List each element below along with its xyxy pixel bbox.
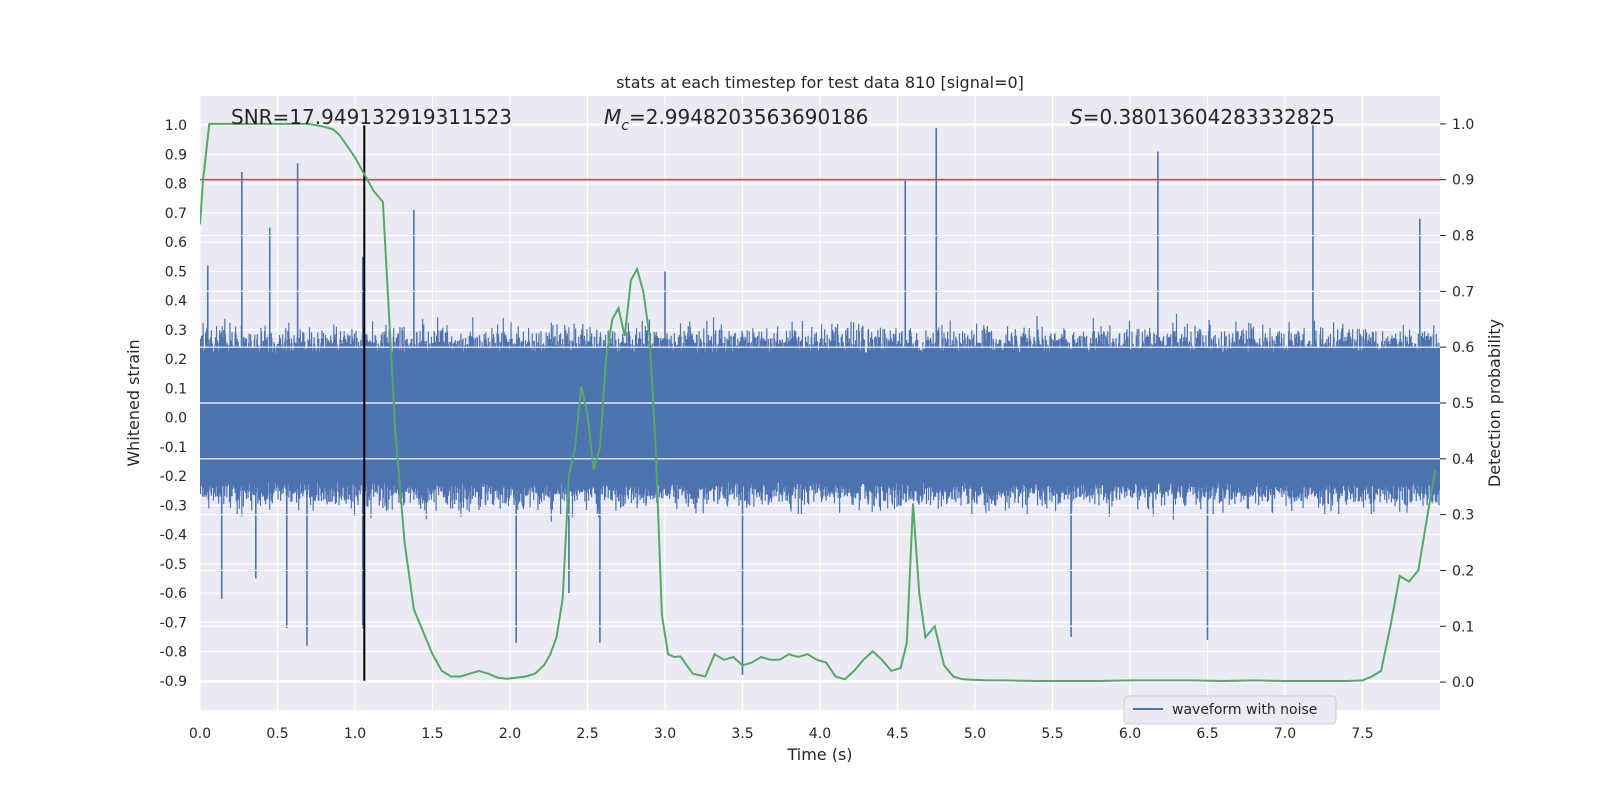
x-tick-label: 3.5 (731, 726, 753, 742)
y2-tick-label: 0.4 (1452, 452, 1474, 468)
y2-gridlines-overlay (200, 123, 1440, 683)
x-tick-label: 0.5 (266, 726, 288, 742)
x-tick-label: 2.0 (499, 726, 521, 742)
y2-tick-label: 0.0 (1452, 675, 1474, 691)
chart-title: stats at each timestep for test data 810… (616, 73, 1024, 92)
waveform-series (200, 125, 1440, 675)
y-tick-label: 0.0 (165, 411, 187, 427)
x-tick-label: 4.5 (886, 726, 908, 742)
snr-annotation: SNR=17.949132919311523 (231, 105, 512, 129)
x-tick-label: 7.0 (1274, 726, 1296, 742)
y2-tick-label: 0.5 (1452, 396, 1474, 412)
y-tick-label: 0.8 (165, 177, 187, 193)
y-tick-label: -0.5 (160, 557, 187, 573)
x-tick-label: 5.5 (1041, 726, 1063, 742)
x-tick-label: 1.5 (421, 726, 443, 742)
y-tick-label: 0.6 (165, 235, 187, 251)
y2-tick-label: 1.0 (1452, 117, 1474, 133)
y-tick-label: -0.2 (160, 469, 187, 485)
y-tick-label: 0.5 (165, 264, 187, 280)
detection-probability-line (200, 122, 1437, 683)
y-tick-labels: 1.0 0.9 0.8 0.7 0.6 0.5 0.4 0.3 0.2 0.1 0.0 -0.1 -0.… (160, 118, 187, 690)
y2-tick-label: 0.2 (1452, 563, 1474, 579)
s-annotation-value: =0.38013604283332825 (1083, 105, 1335, 129)
y-tick-label: 0.2 (165, 352, 187, 368)
x-tick-label: 7.5 (1351, 726, 1373, 742)
x-tick-label: 4.0 (809, 726, 831, 742)
y-tick-label: -0.6 (160, 586, 187, 602)
y2-tick-label: 0.9 (1452, 173, 1474, 189)
waveform-noise-trace (200, 313, 1440, 522)
y-tick-label: -0.8 (160, 645, 187, 661)
y2-tick-label: 0.8 (1452, 229, 1474, 245)
x-axis-label: Time (s) (786, 745, 852, 764)
y2-axis-label: Detection probability (1485, 319, 1504, 487)
x-tick-label: 1.0 (344, 726, 366, 742)
y2-tick-label: 0.1 (1452, 619, 1474, 635)
mc-annotation: Mc=2.9948203563690186 (604, 105, 868, 134)
legend-label-waveform: waveform with noise (1172, 702, 1317, 718)
x-tick-label: 6.0 (1119, 726, 1141, 742)
y-tick-label: -0.4 (160, 528, 187, 544)
y-tick-label: 0.1 (165, 381, 187, 397)
overlay-lines (200, 122, 1440, 683)
x-tick-label: 0.0 (189, 726, 211, 742)
y-tick-label: -0.1 (160, 440, 187, 456)
legend-box (1123, 695, 1337, 725)
y-tick-label: 0.4 (165, 294, 187, 310)
y-tick-label: -0.9 (160, 674, 187, 690)
y-tick-label: 0.9 (165, 147, 187, 163)
y2-tick-label: 0.3 (1452, 508, 1474, 524)
y-tick-label: 1.0 (165, 118, 187, 134)
x-tick-label: 2.5 (576, 726, 598, 742)
x-tick-label: 5.0 (964, 726, 986, 742)
y-tick-label: 0.7 (165, 206, 187, 222)
y-tick-label: -0.7 (160, 615, 187, 631)
s-annotation: S=0.38013604283332825 (1070, 105, 1335, 129)
mc-annotation-value: =2.9948203563690186 (629, 105, 868, 129)
y-axis-label: Whitened strain (124, 339, 143, 466)
y-tick-label: -0.3 (160, 498, 187, 514)
y-tick-label: 0.3 (165, 323, 187, 339)
x-tick-label: 3.0 (654, 726, 676, 742)
y2-tick-labels: 1.0 0.9 0.8 0.7 0.6 0.5 0.4 0.3 0.2 0.1 0.0 (1440, 117, 1474, 691)
legend: waveform with noise (1123, 695, 1337, 725)
y2-tick-label: 0.6 (1452, 340, 1474, 356)
x-tick-label: 6.5 (1196, 726, 1218, 742)
y2-tick-label: 0.7 (1452, 284, 1474, 300)
x-tick-labels: 0.0 0.5 1.0 1.5 2.0 2.5 3.0 3.5 4.0 4.5 5.0 5.5 6.0 6… (189, 726, 1374, 742)
